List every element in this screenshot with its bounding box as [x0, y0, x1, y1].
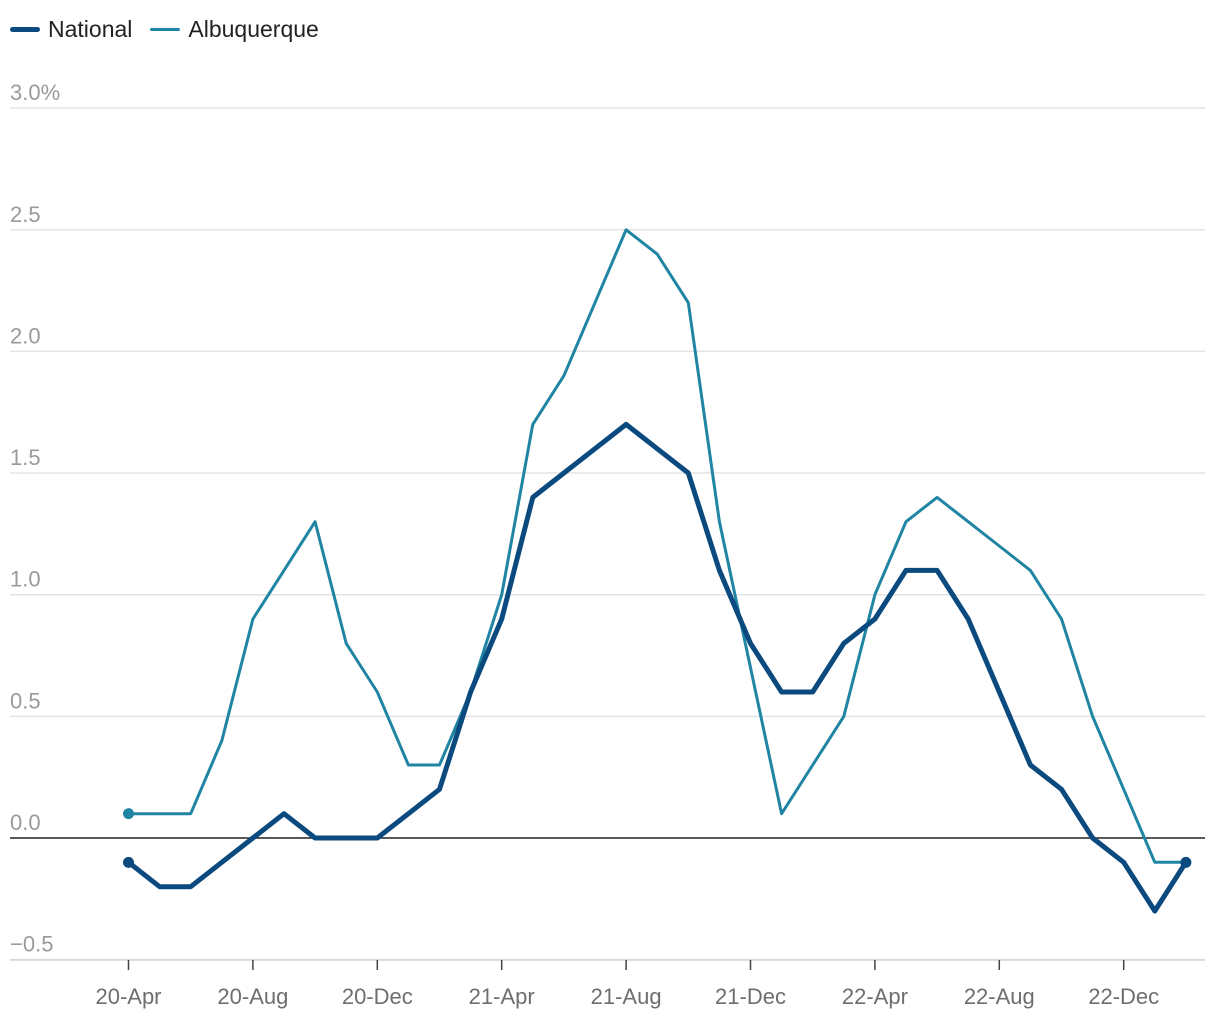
series-start-point-albuquerque: [123, 808, 134, 820]
series-line-national: [126, 421, 1189, 914]
x-tick-label: 21-Apr: [469, 984, 535, 1009]
gridlines: [10, 107, 1205, 961]
y-tick-label: 1.5: [10, 445, 41, 470]
x-tick-label: 20-Dec: [342, 984, 413, 1009]
y-tick-label: 2.0: [10, 323, 41, 348]
x-tick-label: 22-Aug: [964, 984, 1035, 1009]
legend-swatch-national: [10, 27, 40, 32]
legend-swatch-albuquerque: [150, 28, 181, 31]
series-start-point-national: [123, 856, 134, 868]
x-tick-label: 20-Apr: [95, 984, 161, 1009]
legend-label-national: National: [48, 16, 133, 42]
x-tick-label: 21-Dec: [715, 984, 786, 1009]
series-lines: [123, 228, 1192, 914]
y-tick-label: 1.0: [10, 567, 41, 592]
legend: National Albuquerque: [10, 16, 319, 43]
y-tick-label: 2.5: [10, 202, 41, 227]
series-end-point-national: [1180, 856, 1192, 868]
y-tick-label: 3.0%: [10, 80, 60, 105]
y-tick-label: 0.5: [10, 688, 41, 713]
y-tick-label: 0.0: [10, 810, 41, 835]
x-tick-label: 21-Aug: [591, 984, 662, 1009]
y-tick-label: −0.5: [10, 932, 53, 957]
series-line-albuquerque: [127, 228, 1188, 864]
legend-item-national[interactable]: National: [10, 16, 132, 43]
x-axis: 20-Apr 20-Aug 20-Dec 21-Apr 21-Aug 21-Dec 22-A…: [10, 959, 1205, 1009]
legend-item-albuquerque[interactable]: Albuquerque: [150, 16, 319, 43]
x-tick-label: 22-Dec: [1088, 984, 1159, 1009]
x-tick-label: 22-Apr: [842, 984, 908, 1009]
y-axis-tick-labels: 3.0% 2.5 2.0 1.5 1.0 0.5 0.0 −0.5: [10, 80, 60, 957]
x-tick-label: 20-Aug: [217, 984, 288, 1009]
legend-label-albuquerque: Albuquerque: [188, 16, 319, 42]
